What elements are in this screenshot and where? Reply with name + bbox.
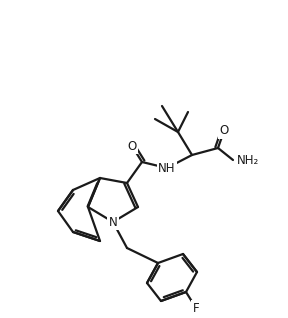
Text: NH₂: NH₂	[237, 154, 259, 167]
Text: O: O	[127, 140, 137, 153]
Text: F: F	[193, 301, 199, 315]
Text: NH: NH	[158, 162, 176, 175]
Text: O: O	[219, 125, 229, 137]
Text: N: N	[109, 216, 118, 229]
